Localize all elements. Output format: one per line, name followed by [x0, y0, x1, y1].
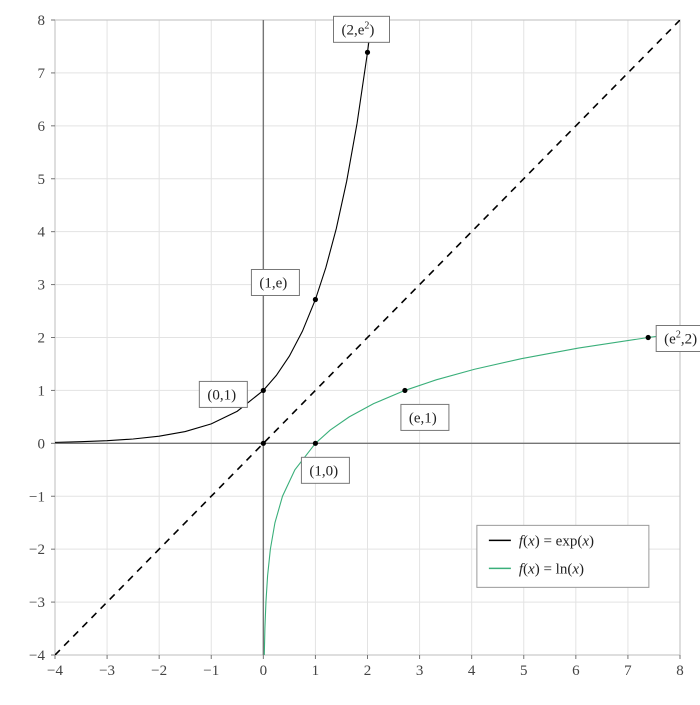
x-tick-label: 3 [416, 663, 424, 679]
y-tick-label: 1 [38, 383, 46, 399]
y-tick-label: 2 [38, 331, 46, 347]
point-label-p_e_1: (e,1) [409, 410, 437, 426]
point-p_0_0 [261, 441, 266, 446]
legend: f(x) = exp(x) f(x) = ln(x) [477, 525, 649, 587]
x-tick-label: −4 [47, 663, 63, 679]
point-p_1_e [313, 297, 318, 302]
x-tick-label: −3 [99, 663, 115, 679]
point-p_e_1 [402, 388, 407, 393]
x-tick-label: 6 [572, 663, 580, 679]
chart-svg: −4 −3 −2 −1 0 1 2 3 4 5 6 7 8 −4 −3 −2 −1 0 1 2 3 4 5 6 7 8 (0,1) (… [0, 0, 700, 700]
x-tick-label: 5 [520, 663, 528, 679]
point-label-p_0_1: (0,1) [207, 387, 236, 403]
point-label-p_1_e: (1,e) [259, 275, 287, 291]
y-tick-label: 8 [38, 13, 46, 29]
x-tick-label: 0 [260, 663, 268, 679]
y-tick-label: 5 [38, 172, 46, 188]
x-tick-label: 2 [364, 663, 372, 679]
chart-container: −4 −3 −2 −1 0 1 2 3 4 5 6 7 8 −4 −3 −2 −1 0 1 2 3 4 5 6 7 8 (0,1) (… [0, 0, 700, 700]
y-tick-label: −4 [29, 648, 45, 664]
point-p_e2_2 [646, 335, 651, 340]
y-tick-label: 6 [38, 119, 46, 135]
point-label-p_1_0: (1,0) [309, 463, 338, 479]
point-label-p_2_e2: (2,e2) [342, 20, 375, 38]
point-label-p_e2_2: (e2,2) [664, 330, 697, 348]
legend-label-ln: f(x) = ln(x) [519, 561, 584, 577]
point-p_0_1 [261, 388, 266, 393]
x-tick-label: 1 [312, 663, 320, 679]
legend-label-exp: f(x) = exp(x) [519, 533, 594, 549]
x-tick-label: −1 [203, 663, 219, 679]
y-tick-label: 4 [38, 225, 46, 241]
x-tick-label: 7 [624, 663, 632, 679]
x-tick-label: 4 [468, 663, 476, 679]
y-tick-label: −1 [29, 489, 45, 505]
chart-background [0, 0, 700, 700]
point-p_1_0 [313, 441, 318, 446]
x-tick-label: −2 [151, 663, 167, 679]
y-tick-label: 0 [38, 436, 46, 452]
y-tick-label: −3 [29, 595, 45, 611]
x-tick-label: 8 [676, 663, 684, 679]
point-p_2_e2 [365, 50, 370, 55]
y-tick-label: 7 [38, 66, 46, 82]
y-tick-label: 3 [38, 278, 46, 294]
y-tick-label: −2 [29, 542, 45, 558]
